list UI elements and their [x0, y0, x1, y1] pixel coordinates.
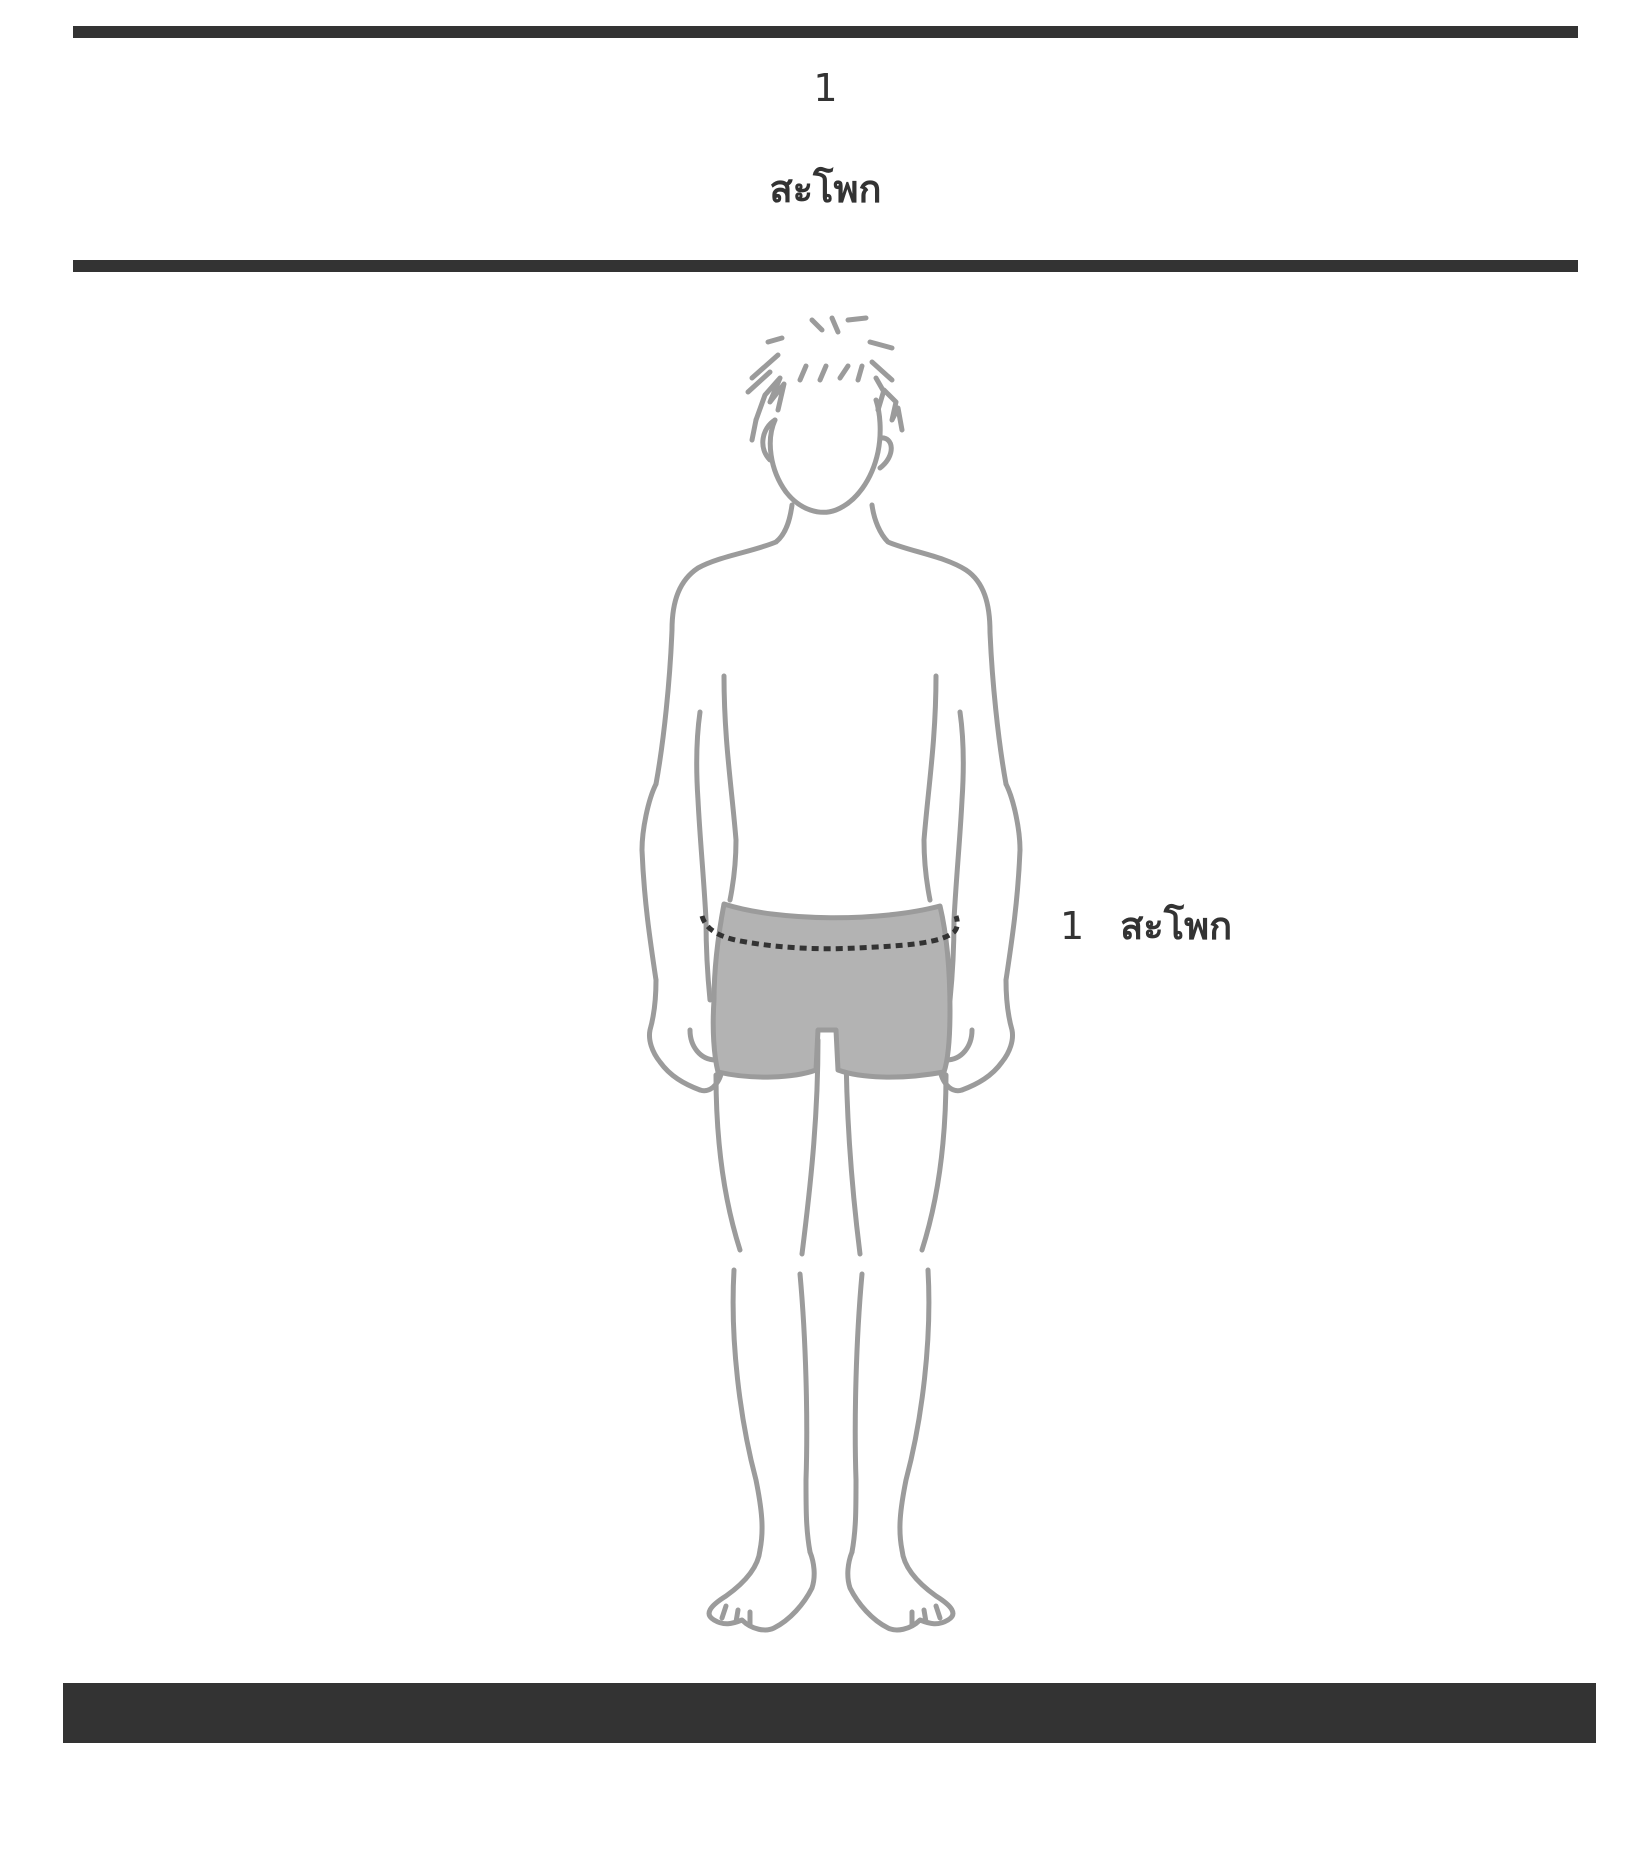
top-divider: [73, 26, 1578, 38]
measurement-text: สะโพก: [1120, 904, 1233, 948]
header-bottom-divider: [73, 260, 1578, 272]
header-number: 1: [813, 66, 838, 110]
hip-measure-line: [699, 915, 960, 952]
right-foot-icon: [845, 1547, 956, 1633]
hip-measurement-label: 1 สะโพก: [1060, 895, 1232, 956]
footer-bar: [63, 1683, 1596, 1743]
hair-icon: [745, 315, 905, 443]
measurement-number: 1: [1060, 904, 1085, 948]
header-title: สะโพก: [769, 167, 882, 211]
shorts-icon: [710, 901, 953, 1080]
left-foot-icon: [706, 1547, 817, 1633]
head-icon: [767, 397, 883, 515]
